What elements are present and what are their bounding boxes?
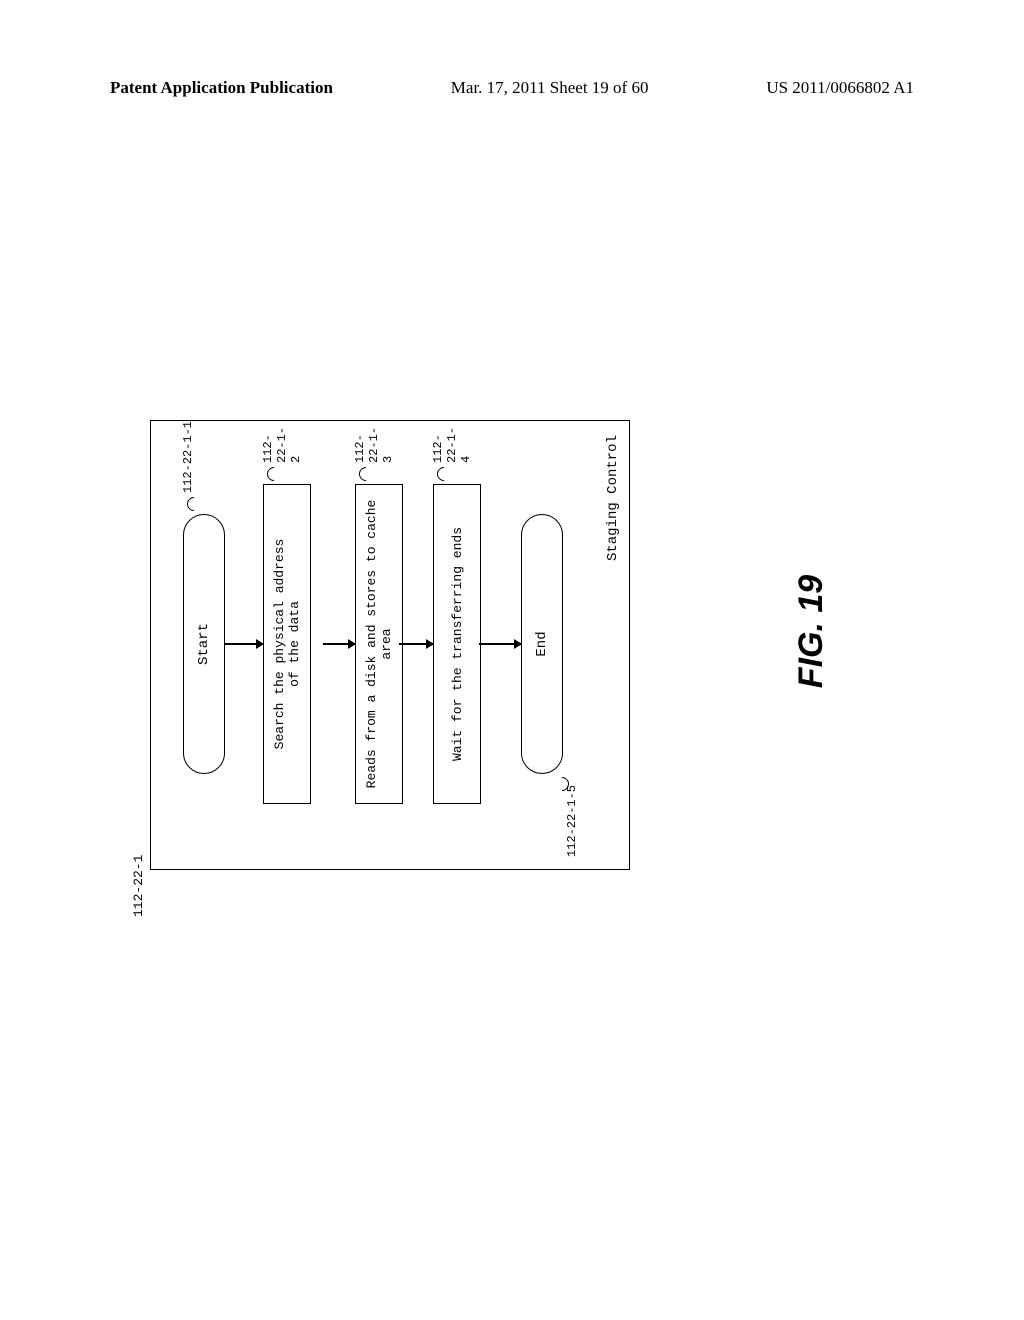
staging-control-label: Staging Control	[605, 435, 621, 561]
header-left: Patent Application Publication	[110, 78, 333, 98]
arrow-2	[323, 643, 355, 645]
step2-text: Search the physical address of the data	[272, 539, 302, 750]
figure-number-label: FIG. 19	[792, 575, 831, 688]
ref-start: 112-22-1-1	[181, 421, 195, 493]
arrow-4	[479, 643, 521, 645]
arrow-3	[399, 643, 433, 645]
ref-step4: 112-22-1-4	[431, 421, 473, 463]
step3-text: Reads from a disk and stores to cache ar…	[364, 493, 394, 795]
step4-text: Wait for the transferring ends	[450, 527, 465, 761]
ref-curve-2	[264, 464, 284, 484]
header-right: US 2011/0066802 A1	[766, 78, 914, 98]
ref-curve-start	[184, 494, 204, 514]
container-ref-label: 112-22-1	[131, 855, 146, 917]
ref-step2: 112-22-1-2	[261, 421, 303, 463]
start-text: Start	[196, 623, 212, 665]
header-center: Mar. 17, 2011 Sheet 19 of 60	[451, 78, 649, 98]
ref-end: 112-22-1-5	[565, 785, 579, 857]
ref-curve-3	[356, 464, 376, 484]
flowchart-diagram: 112-22-1 Start 112-22-1-1 Search the phy…	[150, 420, 700, 870]
ref-step3: 112-22-1-3	[353, 421, 395, 463]
ref-curve-4	[434, 464, 454, 484]
step-wait-transfer: Wait for the transferring ends	[433, 484, 481, 804]
start-terminal: Start	[183, 514, 225, 774]
step-search-address: Search the physical address of the data	[263, 484, 311, 804]
page-header: Patent Application Publication Mar. 17, …	[110, 78, 914, 98]
end-text: End	[534, 631, 550, 656]
flowchart-container: 112-22-1 Start 112-22-1-1 Search the phy…	[150, 420, 630, 870]
step-read-disk: Reads from a disk and stores to cache ar…	[355, 484, 403, 804]
arrow-1	[225, 643, 263, 645]
end-terminal: End	[521, 514, 563, 774]
